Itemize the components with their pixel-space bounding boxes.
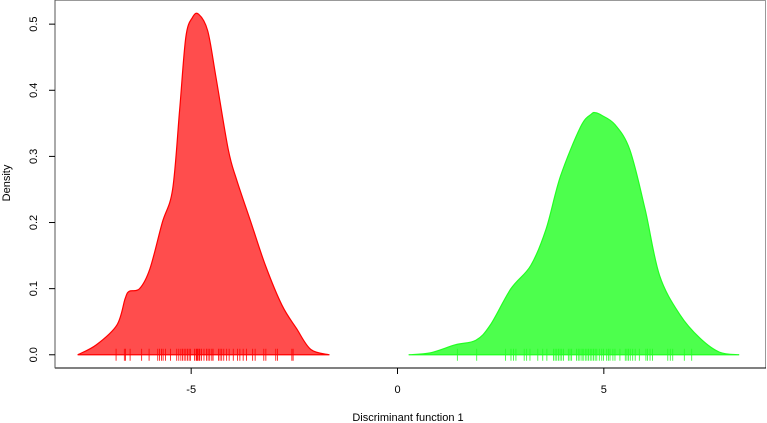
y-tick-label-3: 0.3 xyxy=(28,149,40,164)
x-tick-label-2: 5 xyxy=(601,384,607,396)
series-1 xyxy=(408,111,740,361)
y-tick-label-2: 0.2 xyxy=(28,215,40,230)
y-axis-label: Density xyxy=(1,164,13,201)
x-axis-label: Discriminant function 1 xyxy=(352,412,463,423)
density-area-1 xyxy=(408,111,740,356)
y-tick-label-4: 0.4 xyxy=(28,83,40,98)
density-area-0 xyxy=(77,12,330,356)
y-tick-label-0: 0.0 xyxy=(28,347,40,362)
x-tick-label-1: 0 xyxy=(394,384,400,396)
y-tick-label-1: 0.1 xyxy=(28,281,40,296)
series-0 xyxy=(77,12,330,361)
x-tick-label-0: -5 xyxy=(186,384,196,396)
y-tick-label-5: 0.5 xyxy=(28,16,40,31)
